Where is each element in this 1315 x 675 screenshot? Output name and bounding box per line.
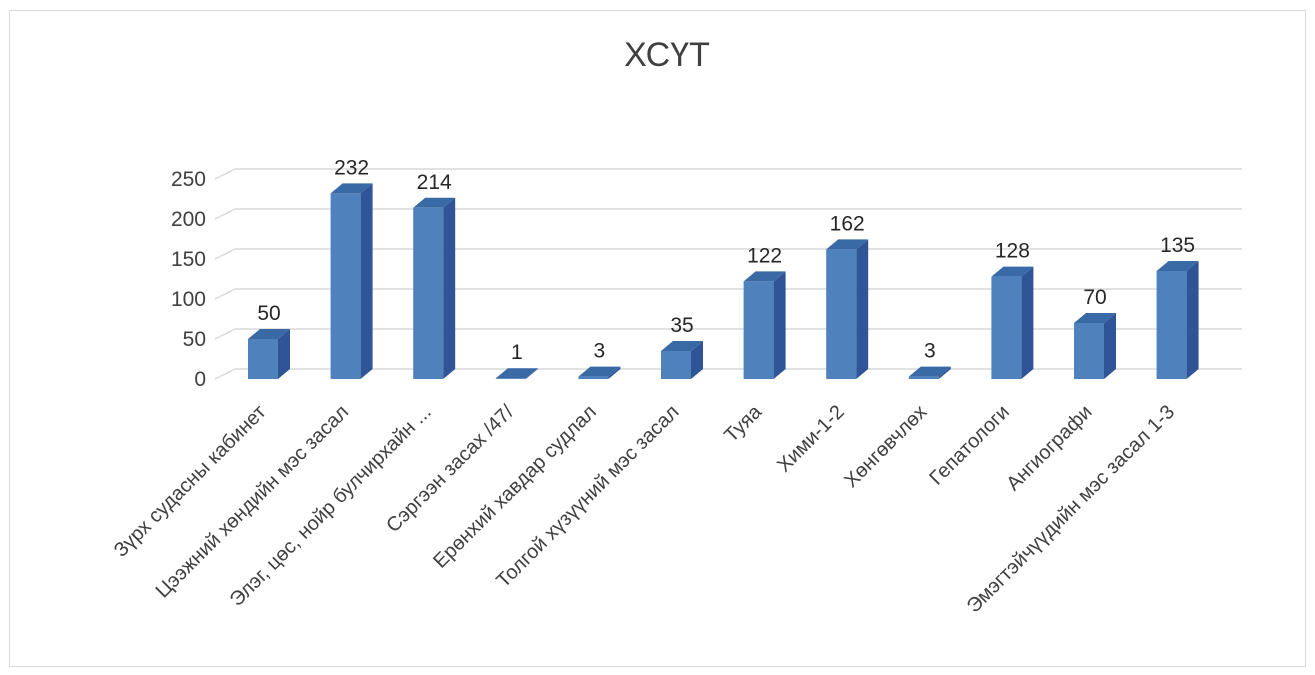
data-label: 232: [334, 156, 369, 179]
category-label: Зүрх судасны кабинет: [110, 401, 271, 562]
category-label: Толгой хүзүүний мэс засал: [492, 401, 683, 592]
bar-top: [1156, 261, 1199, 271]
bar-front: [908, 376, 939, 379]
bar-front: [1156, 271, 1187, 379]
gridline: [214, 328, 236, 340]
bar-top: [413, 197, 456, 208]
bar-side: [525, 368, 538, 379]
bar-side: [1104, 313, 1116, 379]
bar: [908, 366, 951, 379]
category-label: Ерөнхий хавдар судлал: [429, 401, 601, 573]
bar-side: [1186, 261, 1199, 379]
bar-side: [938, 366, 951, 379]
bar-front: [1074, 323, 1104, 379]
bar: [1156, 261, 1199, 379]
y-tick-label: 200: [171, 208, 206, 231]
bar-front: [413, 207, 444, 379]
data-label: 128: [995, 240, 1030, 263]
bar: [495, 368, 538, 379]
data-label: 70: [1083, 286, 1106, 309]
bar-top: [248, 329, 290, 339]
bar-side: [278, 329, 290, 379]
gridline: [214, 288, 236, 300]
bar-front: [826, 249, 857, 379]
bar-front: [661, 351, 691, 379]
bar-front: [991, 276, 1022, 379]
data-label: 122: [747, 244, 782, 267]
bar-side: [608, 366, 621, 379]
data-labels: 50 232 214 1 3 35 122 162 3 128 70 135: [257, 156, 1195, 364]
chart-title: ХСҮТ: [624, 36, 710, 74]
bar-front: [495, 378, 526, 379]
gridline: [214, 208, 236, 220]
bar-top: [743, 271, 786, 282]
bar-top: [495, 368, 538, 379]
bar-front: [248, 339, 278, 379]
data-label: 1: [511, 341, 523, 364]
bars: [248, 183, 1199, 379]
bar: [743, 271, 786, 379]
data-label: 3: [594, 340, 606, 363]
bar: [826, 239, 869, 379]
bar-top: [991, 266, 1034, 277]
bar: [413, 197, 456, 379]
gridline: [214, 168, 236, 180]
bar-side: [856, 239, 869, 379]
y-tick-label: 250: [171, 168, 206, 191]
data-label: 35: [670, 314, 693, 337]
bar: [1074, 313, 1116, 379]
bar-chart: ХСҮТ 0 50 100 150 200 250 50 232 214 1 3 35 122 162 3…: [110, 36, 1242, 617]
bar-top: [661, 341, 703, 351]
bar-side: [360, 183, 373, 379]
category-label: Гепатологи: [925, 401, 1014, 490]
bar-top: [908, 366, 951, 377]
bar: [661, 341, 703, 379]
y-tick-label: 50: [183, 328, 206, 351]
data-label: 3: [924, 340, 936, 363]
chart-frame: ХСҮТ 0 50 100 150 200 250 50 232 214 1 3 35 122 162 3…: [9, 10, 1306, 667]
category-label: Хөнгөвчлөх: [840, 401, 931, 492]
bar-front: [578, 376, 609, 379]
bar-side: [1021, 266, 1034, 379]
bar-side: [773, 271, 786, 379]
bar: [330, 183, 373, 379]
bar-side: [443, 197, 456, 379]
category-label: Хими-1-2: [773, 401, 849, 477]
y-tick-label: 100: [171, 288, 206, 311]
bar-front: [743, 281, 774, 379]
bar: [991, 266, 1034, 379]
bar: [248, 329, 290, 379]
bar-top: [578, 366, 621, 377]
data-label: 214: [417, 171, 452, 194]
data-label: 135: [1160, 234, 1195, 257]
bar-top: [1074, 313, 1116, 323]
data-label: 162: [830, 212, 865, 235]
bar-top: [330, 183, 373, 194]
gridline: [214, 368, 236, 380]
category-label: Туяа: [720, 400, 766, 446]
bar: [578, 366, 621, 379]
y-tick-label: 0: [194, 368, 206, 391]
bar-front: [330, 193, 361, 379]
data-label: 50: [257, 302, 280, 325]
y-tick-label: 150: [171, 248, 206, 271]
bar-side: [691, 341, 703, 379]
bar-top: [826, 239, 869, 250]
gridline: [214, 248, 236, 260]
y-axis-ticks: 0 50 100 150 200 250: [171, 168, 206, 391]
